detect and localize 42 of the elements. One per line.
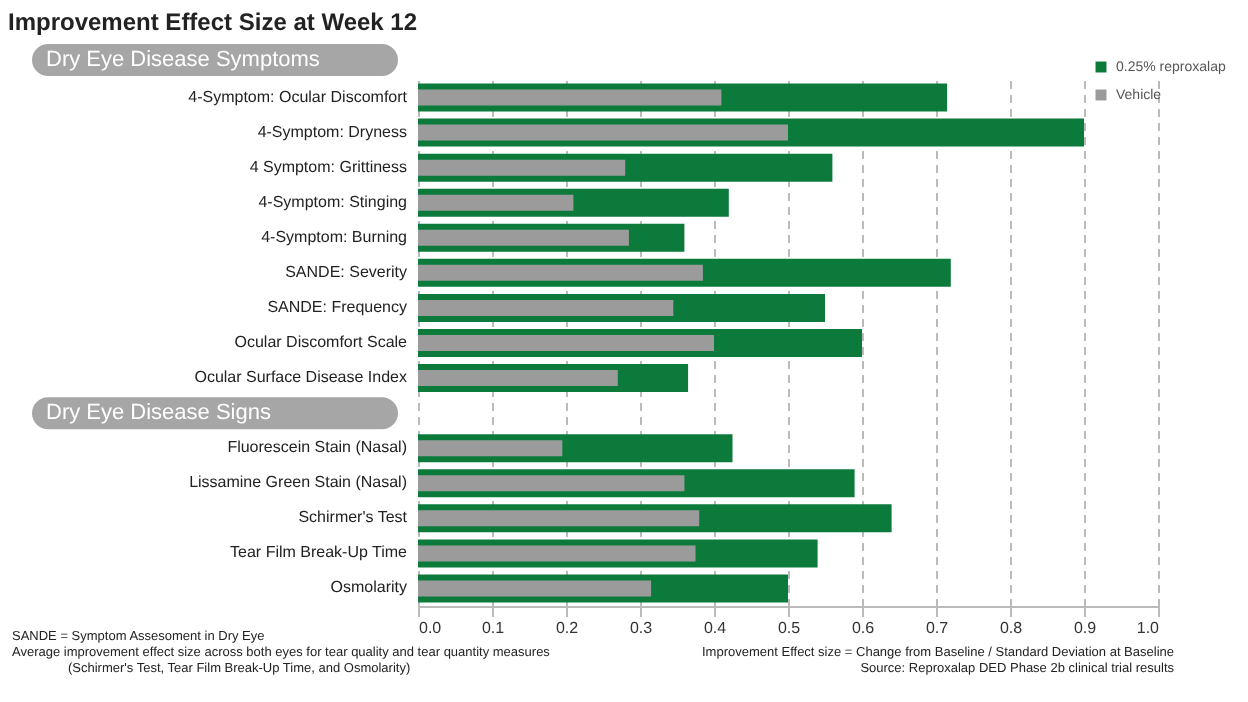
bar [418, 510, 700, 527]
y-tick-label: 4-Symptom: Burning [261, 227, 407, 246]
bar [418, 475, 685, 492]
x-tick-label: 0.2 [555, 619, 580, 637]
bar [418, 194, 574, 211]
bar [418, 299, 674, 316]
y-tick-label: Ocular Discomfort Scale [234, 333, 409, 351]
bar [418, 229, 629, 246]
y-tick-label: Osmolarity [330, 578, 407, 597]
bar [418, 124, 788, 141]
y-tick-label: 4-Symptom: Stinging [258, 192, 407, 211]
x-tick-label: 0.5 [777, 619, 802, 637]
bar [418, 370, 618, 387]
x-tick-label: 0.9 [1073, 619, 1098, 637]
y-tick-label: Tear Film Break-Up Time [230, 543, 409, 562]
x-tick-label: 0.4 [703, 619, 728, 637]
bar [418, 159, 626, 176]
y-tick-label: Schirmer's Test [298, 508, 409, 527]
y-tick-label: SANDE: Frequency [267, 297, 407, 316]
bar [418, 335, 714, 351]
x-tick-label: 0.0 [419, 619, 443, 637]
bar [418, 580, 652, 597]
x-tick-label: 0.6 [851, 619, 876, 637]
y-tick-label: Ocular Surface Disease Index [194, 368, 407, 387]
y-tick-label: Fluorescein Stain (Nasal) [227, 438, 408, 457]
text: Improvement Effect Size at Week 12 [8, 8, 418, 36]
y-tick-label: 4 Symptom: Grittiness [249, 157, 407, 176]
text: Dry Eye Disease Signs [46, 401, 272, 426]
x-tick-label: 0.8 [999, 619, 1024, 637]
y-tick-label: SANDE: Severity [285, 262, 407, 281]
bar [418, 89, 722, 106]
x-tick-label: 0.3 [629, 619, 654, 637]
bar [418, 545, 696, 562]
y-tick-label: 4-Symptom: Ocular Discomfort [188, 87, 409, 106]
y-tick-label: 4-Symptom: Dryness [257, 122, 407, 141]
bar [418, 264, 703, 281]
bar [418, 440, 563, 457]
y-tick-label: Lissamine Green Stain (Nasal) [189, 473, 408, 492]
x-tick-label: 0.1 [481, 619, 506, 637]
x-tick-label: 0.7 [925, 619, 950, 637]
x-tick-label: 1.0 [1136, 619, 1161, 637]
text: Dry Eye Disease Symptoms [46, 48, 321, 72]
